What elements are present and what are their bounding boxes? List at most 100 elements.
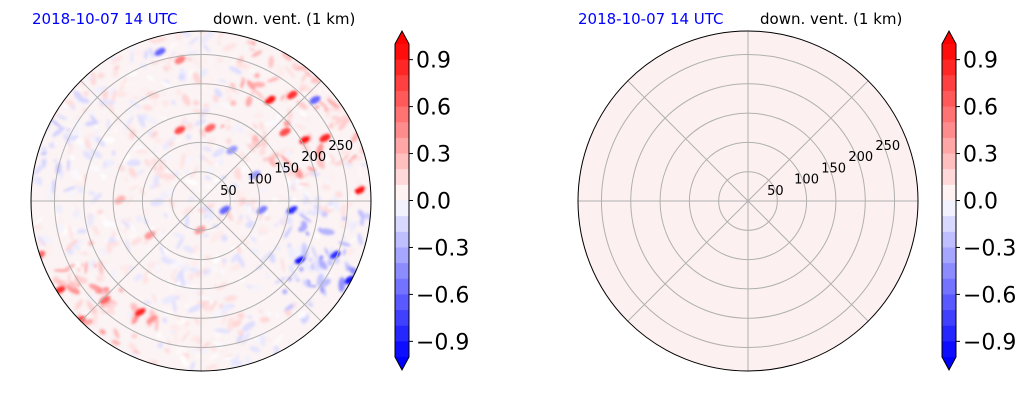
left-field-cell (241, 333, 250, 345)
left-field-cell (190, 361, 195, 371)
left-field-cell (316, 158, 325, 169)
left-field-cell (192, 100, 200, 106)
left-field-cell (349, 156, 363, 162)
left-field-cell (44, 244, 53, 258)
left-field-cell (222, 258, 227, 264)
left-field-cell (76, 312, 81, 318)
left-field-cell (224, 119, 231, 123)
left-field-cell (173, 232, 186, 239)
left-field-cell (265, 216, 271, 221)
left-field-cell (301, 72, 308, 83)
left-field-cell (284, 309, 292, 317)
left-field-cell (138, 87, 149, 93)
left-field-cell (298, 110, 308, 117)
left-field-cell (253, 113, 265, 118)
right-colorbar-segment (942, 278, 956, 295)
left-field-cell (131, 351, 137, 360)
left-field-cell (252, 123, 258, 129)
left-field-cell (149, 183, 156, 190)
left-radial-tick-label-50: 50 (220, 184, 237, 199)
left-colorbar-segment (395, 216, 409, 233)
left-field-cell (183, 265, 190, 271)
left-field-cell (47, 196, 58, 200)
left-field-cell (188, 289, 201, 293)
left-field-cell (268, 251, 276, 264)
left-field-cell (274, 223, 278, 227)
left-field-cell (310, 302, 314, 308)
left-field-cell (343, 201, 354, 209)
left-field-cell (71, 271, 76, 282)
left-field-cell (160, 192, 169, 199)
left-field-cell (303, 191, 312, 197)
left-field-cell (215, 63, 220, 71)
left-field-cell (330, 160, 342, 166)
left-field-cell (58, 230, 64, 246)
left-field-cell (202, 233, 209, 238)
left-field-cell (285, 170, 295, 176)
left-field-cell (216, 230, 223, 240)
left-field-cell (89, 114, 97, 123)
left-field-cell (357, 209, 366, 220)
left-field-cell (174, 346, 187, 353)
left-field-cell (130, 51, 134, 64)
left-field-cell (103, 237, 109, 243)
left-field-cell (210, 300, 218, 310)
left-field-cell (224, 295, 238, 302)
left-field-cell (131, 313, 140, 325)
left-field-cell (205, 105, 210, 110)
left-field-cell (76, 106, 82, 114)
left-field-cell (190, 335, 201, 342)
left-field-cell (128, 180, 141, 189)
left-field-cell (103, 304, 115, 309)
left-field-cell (63, 218, 71, 228)
left-field-cell (212, 95, 219, 103)
left-field-cell (122, 80, 137, 87)
left-field-cell (147, 245, 151, 253)
left-field-cell (203, 44, 210, 53)
left-field-cell (250, 261, 260, 270)
left-field-feature (204, 123, 216, 133)
left-field-cell (224, 354, 233, 358)
left-field-cell (131, 145, 144, 151)
left-field-cell (188, 300, 195, 307)
left-field-cell (321, 183, 331, 191)
left-field-cell (295, 124, 307, 130)
left-field-feature (154, 47, 166, 57)
left-field-cell (251, 232, 256, 238)
left-field-cell (203, 268, 211, 276)
left-field-cell (184, 178, 199, 186)
left-colorbar-segment (395, 90, 409, 107)
left-field-cell (154, 262, 160, 271)
left-field-feature (309, 95, 321, 105)
left-field-cell (294, 244, 303, 259)
left-field-cell (66, 272, 72, 285)
left-field-cell (135, 149, 149, 154)
left-field-cell (168, 278, 174, 293)
left-field-cell (311, 245, 318, 260)
left-field-cell (93, 208, 100, 213)
right-colorbar-segment (942, 216, 956, 233)
left-field-cell (92, 312, 98, 327)
left-field-feature (114, 195, 126, 205)
left-radial-tick-label-100: 100 (247, 173, 272, 188)
left-field-cell (90, 165, 100, 172)
left-field-cell (67, 224, 74, 241)
left-field-cell (273, 120, 280, 129)
left-field-cell (88, 191, 97, 196)
left-field-cell (133, 350, 140, 354)
right-field (578, 31, 918, 371)
left-field-cell (162, 317, 167, 324)
left-field-cell (219, 102, 234, 111)
left-field-cell (88, 283, 104, 293)
left-field-cell (37, 176, 43, 185)
left-field-cell (308, 257, 313, 262)
left-field-cell (228, 61, 238, 67)
left-field-feature (264, 95, 276, 105)
left-field-cell (182, 93, 191, 106)
left-field-cell (66, 132, 77, 142)
left-field-cell (245, 96, 253, 107)
left-field-cell (359, 217, 365, 226)
left-field-cell (260, 335, 266, 347)
left-field-cell (211, 337, 224, 342)
left-field-cell (113, 328, 120, 339)
